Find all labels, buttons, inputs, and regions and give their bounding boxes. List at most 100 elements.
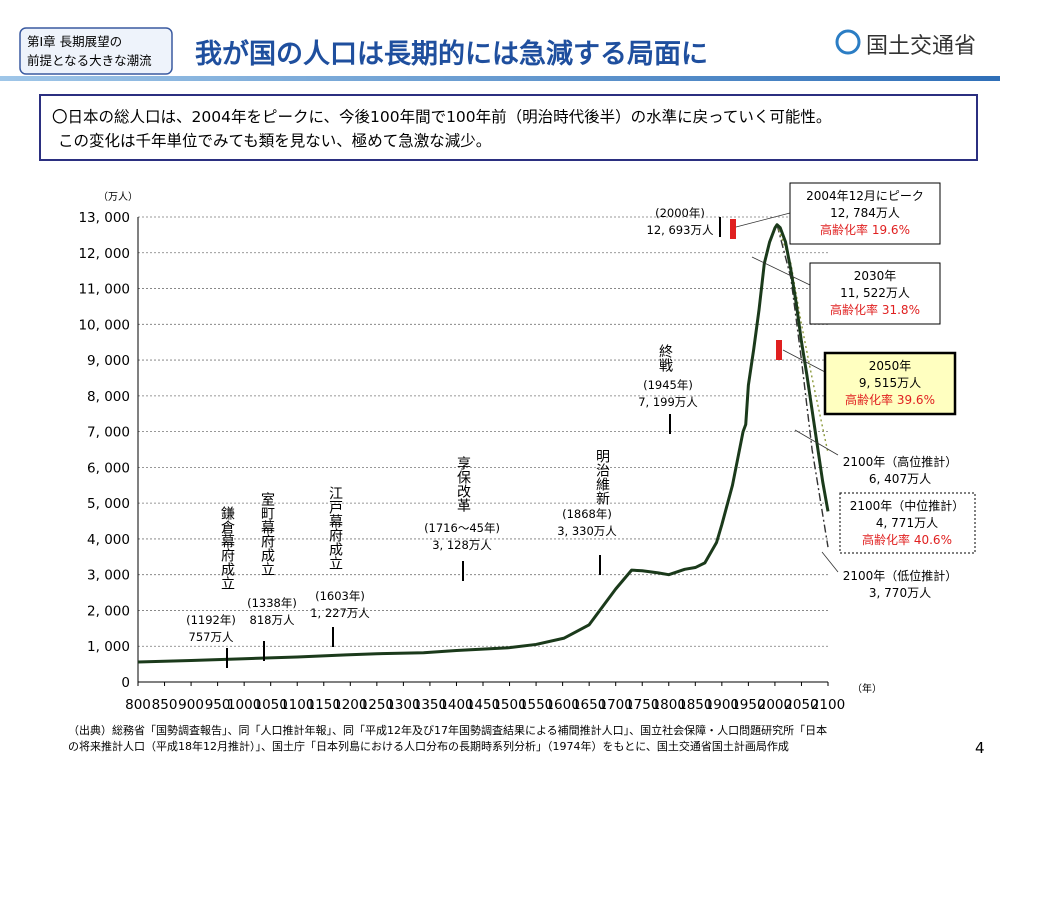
callout-text: 9, 515万人 [859,376,921,390]
page-number: 4 [975,739,985,757]
series-line [776,224,829,548]
x-tick-label: 1050 [254,697,288,713]
callout-box [823,351,957,416]
y-tick-label: 4, 000 [87,532,130,548]
x-tick-label: 1400 [439,697,473,713]
event-name: 明治維新 [594,449,610,506]
event-year: (1338年) [247,596,297,610]
leader-line [821,551,839,573]
callout-text: 12, 784万人 [830,206,900,220]
x-tick-label: 2000 [758,697,792,713]
x-tick-label: 1200 [333,697,367,713]
x-tick-label: 1850 [678,697,712,713]
y-tick-label: 0 [121,675,130,691]
event-population: 818万人 [250,613,295,627]
x-tick-label: 1900 [705,697,739,713]
x-tick-label: 1500 [492,697,526,713]
leader-line [751,256,811,286]
x-tick-label: 2050 [784,697,818,713]
y-tick-label: 11, 000 [78,282,130,298]
y-tick-label: 3, 000 [87,568,130,584]
x-tick-label: 1100 [280,697,314,713]
x-tick-label: 2100 [811,697,845,713]
x-unit: （年） [852,682,882,695]
callout-text: 4, 771万人 [876,516,938,530]
event-name: 鎌倉幕府成立 [219,506,235,590]
x-tick-label: 1950 [731,697,765,713]
x-tick-label: 1300 [386,697,420,713]
x-tick-label: 1250 [360,697,394,713]
x-tick-label: 1450 [466,697,500,713]
x-tick-label: 1550 [519,697,553,713]
x-tick-label: 1700 [599,697,633,713]
event-population: 757万人 [189,630,234,644]
x-tick-label: 1150 [307,697,341,713]
callout-text: 2100年（高位推計） [843,454,958,469]
callout-text: 2100年（低位推計） [843,568,958,583]
leader-line [782,349,826,373]
callout-box [839,492,976,554]
callout-box [789,182,941,245]
x-tick-label: 1350 [413,697,447,713]
callout-box [809,262,941,325]
event-name: 終戦 [657,344,673,373]
y-tick-label: 12, 000 [78,246,130,262]
summary-box [39,94,978,161]
leader-line [794,429,839,456]
footnote: の将来推計人口（平成18年12月推計）」、国土庁「日本列島における人口分布の長期… [68,739,789,753]
summary-text: この変化は千年単位でみても類を見ない、極めて急激な減少。 [58,132,491,150]
event-population: 12, 693万人 [647,223,714,237]
event-year: (1603年) [315,589,365,603]
y-tick-label: 5, 000 [87,496,130,512]
aging-rate: 高齢化率 39.6% [845,392,935,407]
callout-text: 2004年12月にピーク [806,189,924,203]
chart: （万人） （年） 0 1, 000 2, 000 3, 000 4, 000 5, 000 6,… [78,182,976,713]
event-name: 室町幕府成立 [259,491,275,576]
x-tick-label: 950 [205,697,231,713]
x-tick-label: 1650 [572,697,606,713]
event-name: 江戸幕府成立 [327,486,343,570]
x-tick-label: 900 [178,697,204,713]
y-tick-label: 13, 000 [78,210,130,226]
y-tick-label: 6, 000 [87,460,130,476]
callout-text: 2050年 [869,359,912,373]
event-name: 享保改革 [455,455,471,512]
summary-text: 〇日本の総人口は、2004年をピークに、今後100年間で100年前（明治時代後半… [52,108,831,126]
x-tick-label: 1000 [227,697,261,713]
x-tick-label: 1750 [625,697,659,713]
x-tick-label: 1800 [652,697,686,713]
event-year: (1192年) [186,613,236,627]
event-population: 3, 330万人 [557,524,617,538]
logo-text: 国土交通省 [866,34,976,59]
callout-text: 3, 770万人 [869,586,931,600]
aging-rate: 高齢化率 31.8% [830,302,920,317]
y-tick-label: 1, 000 [87,639,130,655]
y-tick-label: 10, 000 [78,317,130,333]
event-year: (1716〜45年) [424,521,500,535]
callout-text: 2100年（中位推計） [850,498,965,513]
slide-title: 我が国の人口は長期的には急減する局面に [195,38,708,70]
series-line [137,223,830,664]
chapter-box [19,27,173,75]
event-population: 7, 199万人 [638,395,698,409]
chapter-label: 第Ⅰ章 長期展望の [27,34,122,49]
y-tick-label: 7, 000 [87,425,130,441]
aging-rate: 高齢化率 19.6% [820,222,910,237]
callout-text: 2030年 [854,269,897,283]
callout-text: 11, 522万人 [840,286,910,300]
x-tick-label: 850 [152,697,178,713]
highlight-marker [776,340,782,360]
event-year: (1868年) [562,507,612,521]
y-unit: （万人） [98,191,138,203]
leader-line [735,212,791,228]
callout-text: 6, 407万人 [869,472,931,486]
x-tick-label: 800 [125,697,151,713]
y-tick-label: 9, 000 [87,353,130,369]
event-year: (2000年) [655,206,705,220]
event-year: (1945年) [643,378,693,392]
y-tick-label: 2, 000 [87,603,130,619]
highlight-marker [730,219,736,239]
logo-mark [835,29,861,55]
x-tick-label: 1600 [545,697,579,713]
